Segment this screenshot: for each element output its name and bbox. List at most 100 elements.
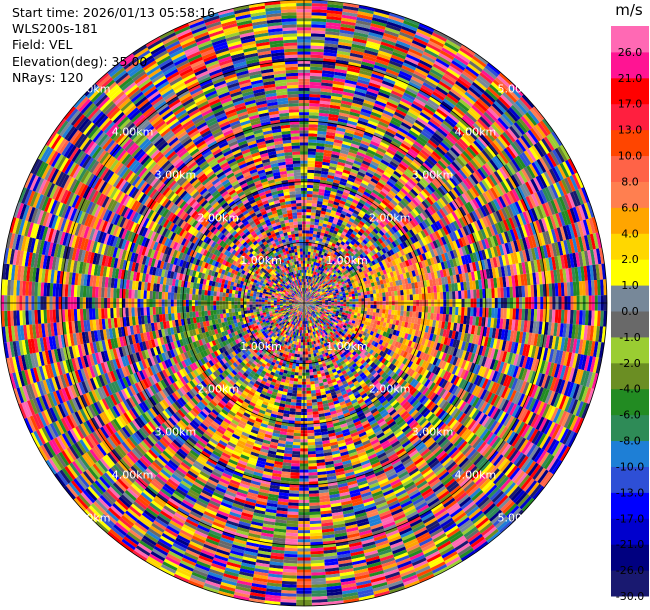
gate-cell bbox=[452, 307, 455, 315]
gate-cell bbox=[309, 112, 319, 116]
gate-cell bbox=[309, 97, 320, 101]
gate-cell bbox=[340, 306, 343, 308]
gate-cell bbox=[349, 304, 352, 307]
gate-cell bbox=[367, 298, 370, 302]
gate-cell bbox=[394, 310, 398, 315]
gate-cell bbox=[308, 130, 317, 133]
gate-cell bbox=[461, 290, 464, 298]
gate-cell bbox=[380, 305, 383, 309]
gate-cell bbox=[309, 115, 319, 119]
gate-cell bbox=[506, 308, 510, 319]
gate-cell bbox=[331, 301, 334, 303]
gate-cell bbox=[473, 289, 476, 298]
gate-cell bbox=[370, 294, 373, 298]
gate-cell bbox=[467, 307, 470, 316]
gate-cell bbox=[373, 305, 376, 309]
gate-cell bbox=[419, 306, 422, 312]
gate-cell bbox=[392, 305, 395, 310]
gate-cell bbox=[389, 305, 392, 310]
gate-cell bbox=[446, 292, 449, 300]
gate-cell bbox=[491, 288, 495, 298]
gate-cell bbox=[305, 270, 307, 273]
gate-cell bbox=[355, 296, 358, 299]
gate-cell bbox=[328, 301, 331, 303]
gate-cell bbox=[379, 293, 382, 297]
gate-cell bbox=[370, 312, 374, 316]
gate-cell bbox=[470, 290, 473, 299]
gate-cell bbox=[434, 293, 437, 300]
gate-cell bbox=[305, 248, 308, 251]
gate-cell bbox=[407, 306, 410, 312]
gate-cell bbox=[312, 197, 318, 201]
gate-cell bbox=[494, 288, 498, 298]
gate-cell bbox=[307, 176, 314, 179]
gate-cell bbox=[308, 161, 316, 164]
gate-cell bbox=[503, 308, 507, 319]
gate-cell bbox=[308, 255, 311, 258]
gate-cell bbox=[455, 291, 458, 299]
gate-cell bbox=[497, 288, 501, 298]
gate-cell bbox=[458, 291, 461, 299]
gate-cell bbox=[380, 297, 383, 301]
gate-cell bbox=[388, 292, 391, 297]
gate-cell bbox=[491, 308, 495, 318]
gate-cell bbox=[355, 307, 358, 310]
gate-cell bbox=[367, 311, 371, 315]
gate-cell bbox=[373, 312, 377, 316]
gate-cell bbox=[449, 307, 452, 315]
gate-cell bbox=[412, 312, 416, 318]
gate-cell bbox=[352, 304, 355, 307]
gate-cell bbox=[488, 308, 492, 318]
gate-cell bbox=[307, 167, 314, 170]
gate-cell bbox=[311, 249, 314, 252]
gate-cell bbox=[309, 100, 320, 104]
gate-cell bbox=[305, 273, 307, 276]
gate-cell bbox=[476, 289, 480, 298]
gate-cell bbox=[389, 296, 392, 301]
gate-cell bbox=[358, 295, 361, 298]
gate-cell bbox=[394, 291, 398, 296]
gate-cell bbox=[312, 237, 316, 241]
gate-cell bbox=[305, 245, 308, 248]
gate-cell bbox=[410, 294, 413, 300]
gate-cell bbox=[306, 233, 310, 236]
gate-cell bbox=[395, 305, 398, 310]
gate-cell bbox=[409, 289, 413, 295]
gate-cell bbox=[309, 106, 319, 110]
gate-cell bbox=[334, 304, 337, 306]
gate-cell bbox=[308, 155, 316, 158]
gate-cell bbox=[409, 311, 413, 317]
gate-cell bbox=[440, 307, 443, 314]
gate-cell bbox=[416, 306, 419, 312]
gate-cell bbox=[307, 200, 312, 203]
gate-cell bbox=[479, 289, 483, 298]
gate-cell bbox=[306, 221, 310, 224]
gate-cell bbox=[449, 291, 452, 299]
gate-cell bbox=[312, 200, 318, 204]
gate-cell bbox=[312, 194, 318, 198]
gate-cell bbox=[386, 296, 389, 301]
gate-cell bbox=[313, 228, 317, 232]
gate-cell bbox=[378, 289, 382, 293]
gate-cell bbox=[306, 227, 310, 230]
gate-cell bbox=[434, 306, 437, 313]
gate-cell bbox=[355, 299, 358, 302]
gate-cell bbox=[307, 170, 314, 173]
gate-cell bbox=[503, 287, 507, 298]
gate-cell bbox=[307, 185, 313, 188]
gate-cell bbox=[518, 309, 522, 320]
gate-cell bbox=[397, 290, 401, 295]
gate-cell bbox=[376, 289, 380, 293]
gate-cell bbox=[373, 297, 376, 301]
gate-cell bbox=[358, 307, 361, 310]
gate-cell bbox=[518, 286, 522, 297]
gate-cell bbox=[307, 264, 309, 267]
gate-cell bbox=[464, 290, 467, 299]
gate-cell bbox=[509, 287, 513, 298]
gate-cell bbox=[355, 304, 358, 307]
gate-cell bbox=[476, 308, 480, 317]
gate-cell bbox=[307, 191, 313, 194]
gate-cell bbox=[310, 88, 321, 92]
gate-cell bbox=[352, 307, 355, 310]
